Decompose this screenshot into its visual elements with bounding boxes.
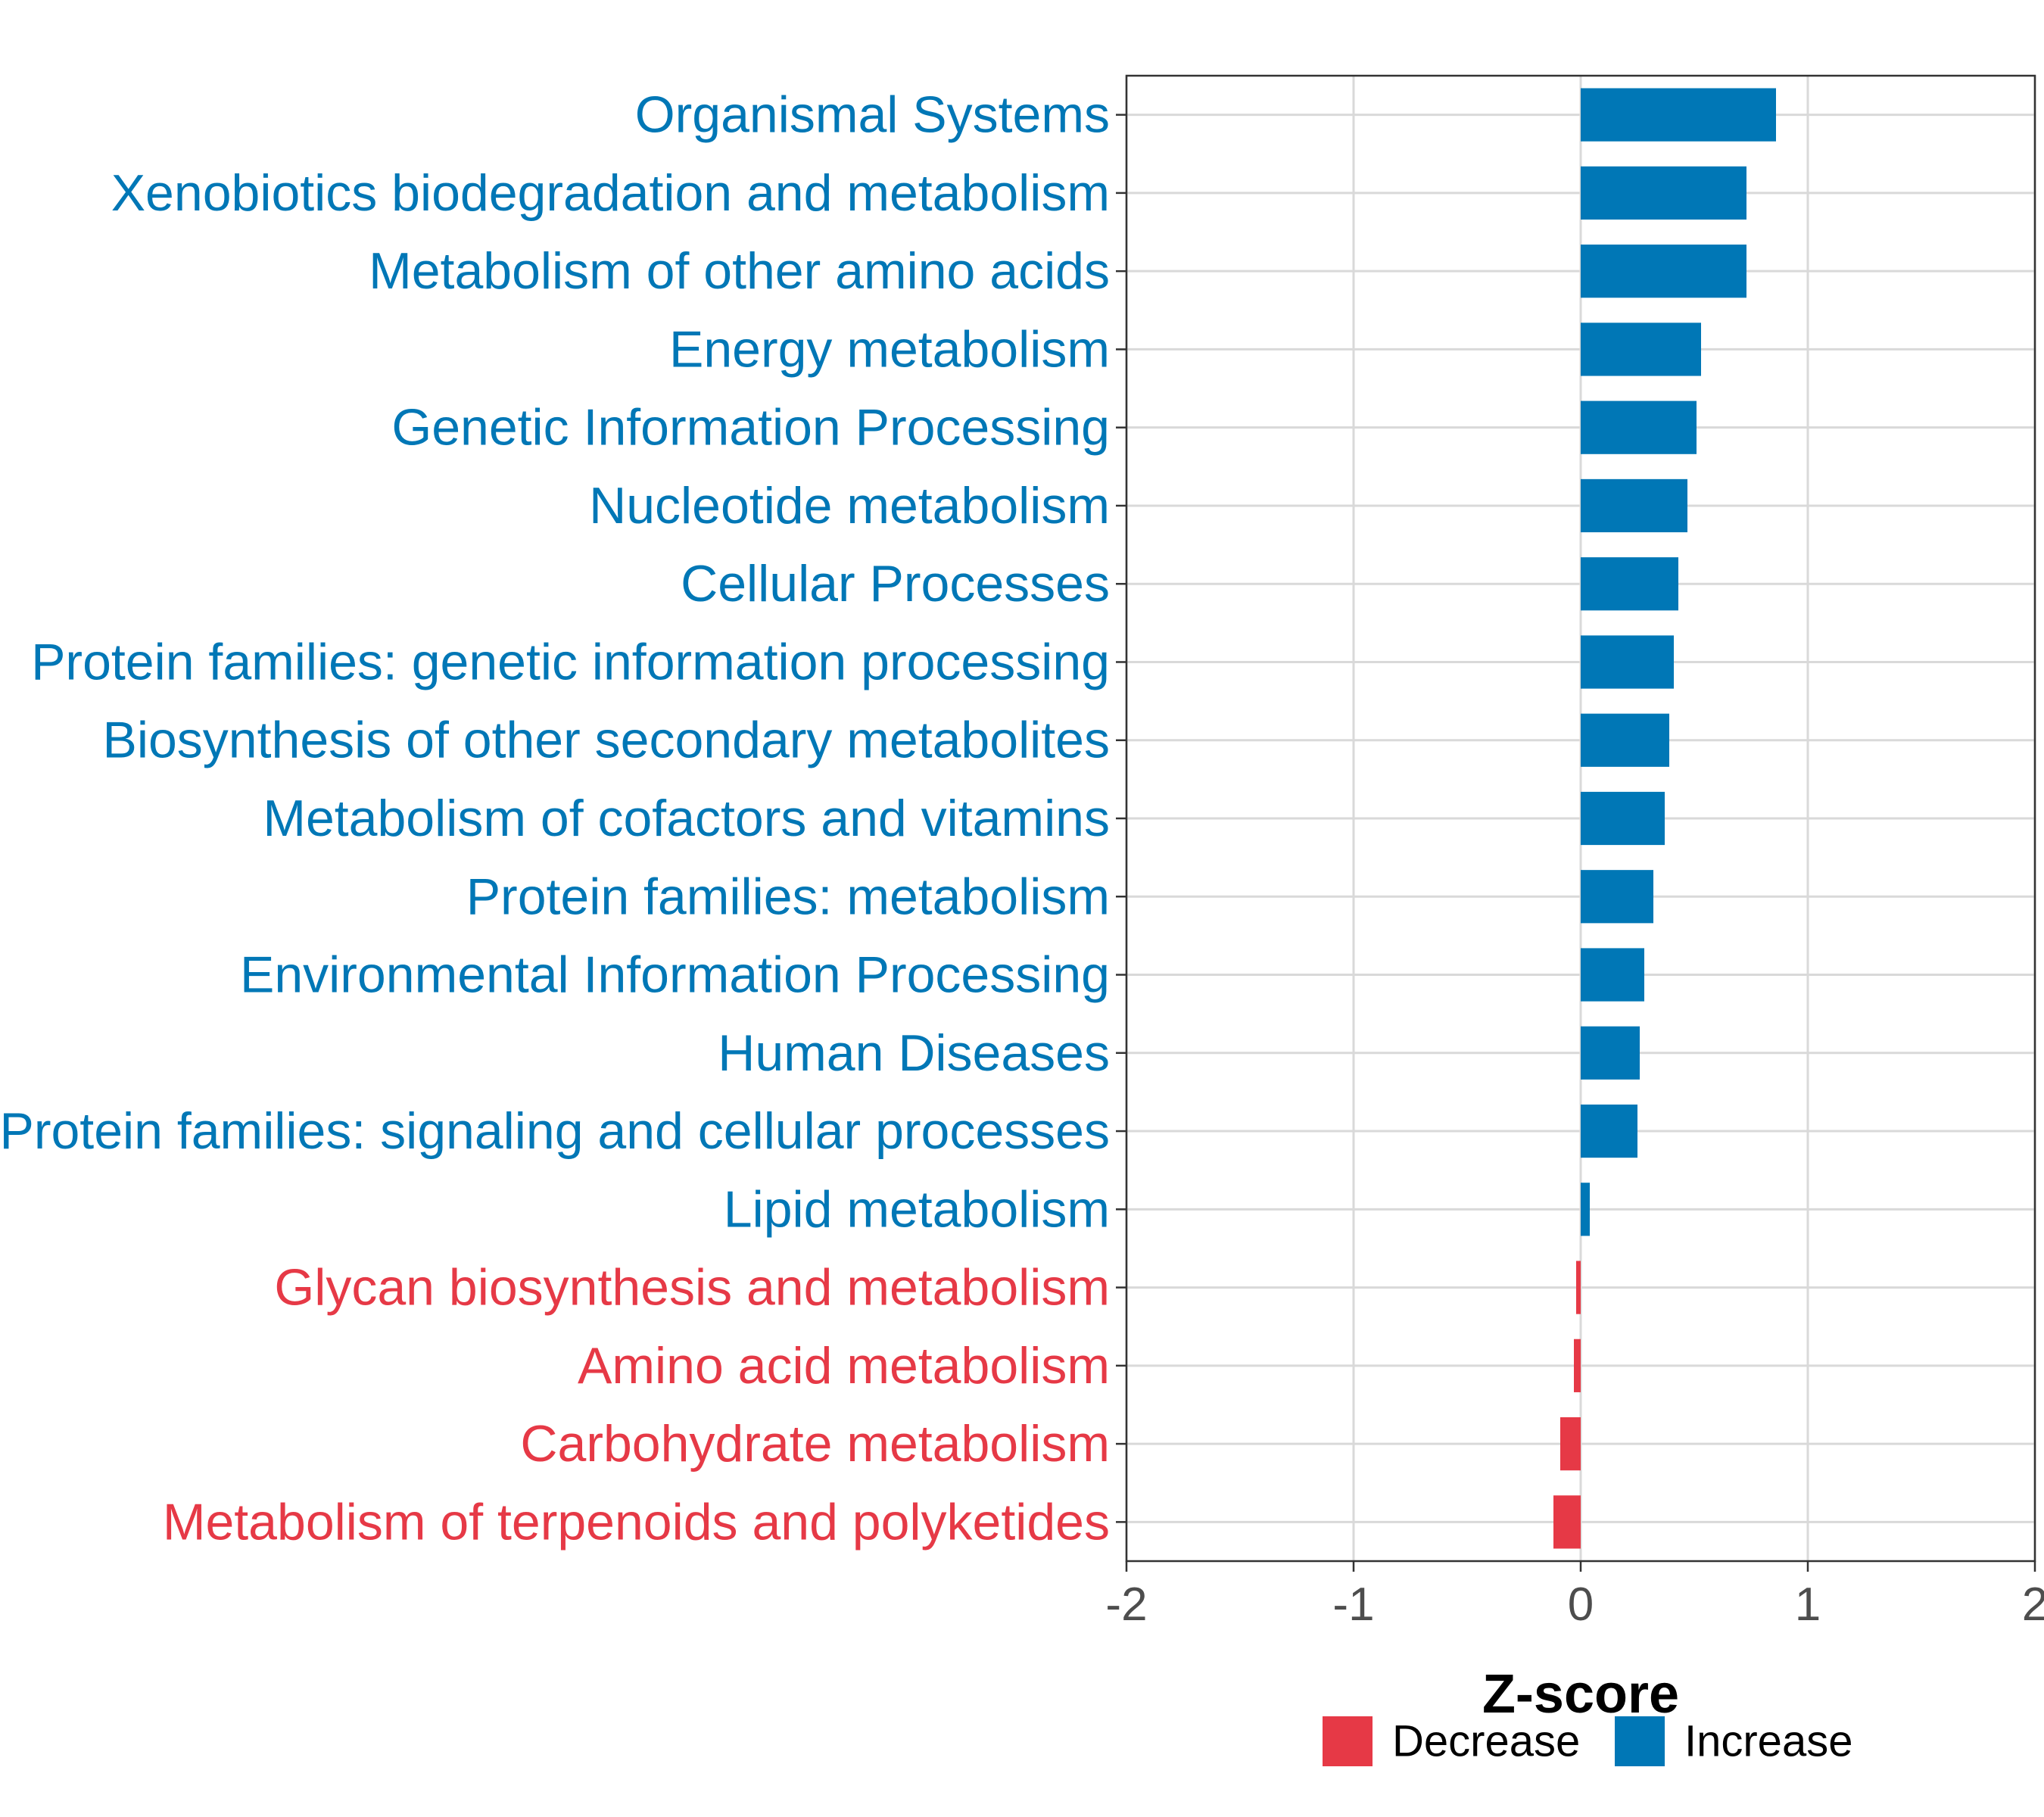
bars xyxy=(1553,88,1776,1549)
x-tick-label: 1 xyxy=(1795,1579,1821,1631)
x-axis-ticks xyxy=(1125,1561,2036,1572)
category-label: Protein families: signaling and cellular… xyxy=(0,1102,1110,1160)
bar xyxy=(1576,1261,1581,1314)
category-label: Cellular Processes xyxy=(681,555,1110,612)
category-label: Amino acid metabolism xyxy=(578,1337,1110,1395)
bar xyxy=(1581,870,1653,924)
bar xyxy=(1581,478,1687,533)
category-label: Human Diseases xyxy=(718,1024,1110,1082)
bar xyxy=(1560,1417,1581,1471)
category-label: Glycan biosynthesis and metabolism xyxy=(274,1259,1110,1317)
legend-label-increase: Increase xyxy=(1684,1717,1852,1766)
category-label: Xenobiotics biodegradation and metabolis… xyxy=(111,164,1110,222)
category-label: Energy metabolism xyxy=(669,320,1110,378)
category-label: Metabolism of terpenoids and polyketides xyxy=(163,1493,1110,1551)
bar xyxy=(1553,1495,1581,1549)
category-label: Genetic Information Processing xyxy=(391,399,1110,457)
y-axis-category-labels: Organismal Systems Xenobiotics biodegrada… xyxy=(0,86,1110,1551)
bar xyxy=(1581,1104,1637,1158)
legend: Decrease Increase xyxy=(1323,1716,1852,1766)
x-axis-title: Z-score xyxy=(1482,1664,1679,1725)
bar xyxy=(1581,635,1674,689)
bar xyxy=(1581,1183,1590,1236)
bar xyxy=(1581,88,1776,142)
x-tick-label: 2 xyxy=(2022,1579,2044,1631)
category-label: Organismal Systems xyxy=(635,86,1110,144)
bar xyxy=(1581,166,1746,220)
bar xyxy=(1581,791,1665,846)
category-label: Protein families: genetic information pr… xyxy=(31,633,1110,690)
legend-swatch-decrease xyxy=(1323,1716,1373,1766)
category-label: Metabolism of other amino acids xyxy=(369,242,1110,300)
bar xyxy=(1581,713,1669,767)
category-label: Carbohydrate metabolism xyxy=(520,1415,1110,1473)
x-tick-label: -1 xyxy=(1332,1579,1374,1631)
category-label: Environmental Information Processing xyxy=(240,946,1110,1004)
category-label: Nucleotide metabolism xyxy=(589,477,1110,535)
legend-swatch-increase xyxy=(1615,1716,1665,1766)
category-label: Metabolism of cofactors and vitamins xyxy=(263,790,1110,847)
category-label: Biosynthesis of other secondary metaboli… xyxy=(103,712,1110,769)
bar xyxy=(1574,1339,1581,1392)
y-axis-ticks xyxy=(1116,114,1126,1523)
bar xyxy=(1581,323,1701,376)
bar xyxy=(1581,948,1644,1002)
x-tick-label: 0 xyxy=(1568,1579,1594,1631)
bar xyxy=(1581,245,1746,298)
bar xyxy=(1581,400,1697,454)
category-label: Protein families: metabolism xyxy=(466,868,1110,925)
category-label: Lipid metabolism xyxy=(724,1180,1110,1238)
x-tick-label: -2 xyxy=(1105,1579,1147,1631)
legend-label-decrease: Decrease xyxy=(1392,1717,1580,1766)
x-axis-tick-labels: -2 -1 0 1 2 xyxy=(1105,1579,2044,1631)
bar xyxy=(1581,557,1678,611)
bar xyxy=(1581,1026,1640,1080)
